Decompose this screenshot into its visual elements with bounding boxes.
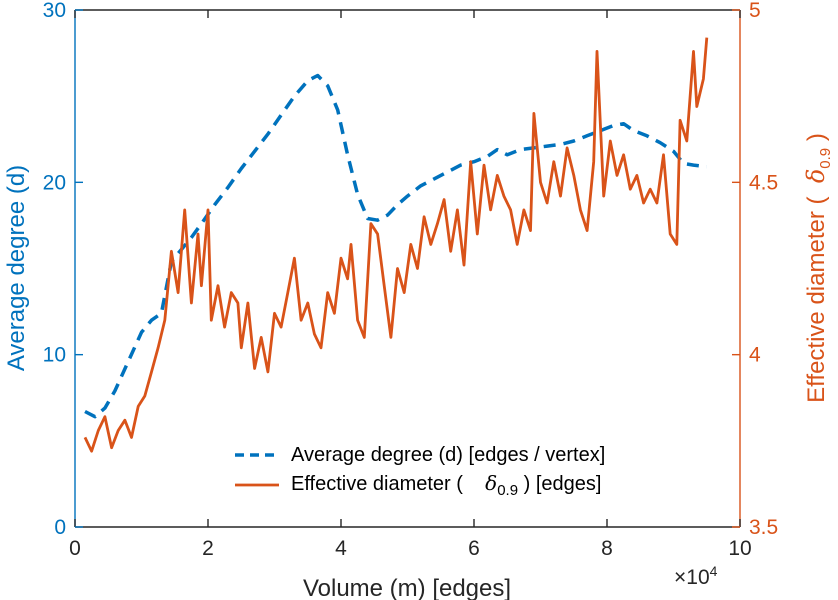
series-line-1 [83,37,709,453]
y-left-tick-label: 20 [43,171,66,194]
y-right-tick-label: 4 [749,344,761,367]
x-tick-label: 4 [335,537,347,560]
legend-item-average-degree: Average degree (d) [edges / vertex] [233,440,605,470]
x-tick-label: 0 [69,537,81,560]
x-axis-multiplier: ×104 [674,563,717,590]
y-axis-left-label: Average degree (d) [3,164,30,372]
legend-label-post: ) [edges] [518,473,602,495]
delta-subscript: 0.9 [816,147,834,169]
x-tick-label: 2 [202,537,214,560]
legend: Average degree (d) [edges / vertex] Effe… [233,440,605,500]
y-left-tick-label: 0 [54,516,66,539]
legend-label-effective-diameter: Effective diameter ( δ0.9 ) [edges] [291,471,601,499]
legend-item-effective-diameter: Effective diameter ( δ0.9 ) [edges] [233,470,605,500]
x-tick-label: 10 [728,537,751,560]
legend-label-pre: Effective diameter ( [291,473,486,495]
multiplier-base: ×10 [674,566,710,589]
x-axis-label: Volume (m) [edges] [302,575,512,600]
y-left-tick-label: 10 [43,344,66,367]
multiplier-exponent: 4 [709,563,718,579]
delta-subscript: 0.9 [497,482,519,499]
x-tick-label: 6 [468,537,480,560]
legend-dashed-line-sample [235,453,279,457]
y-axis-right-label: Effective diameter ( δ0.9 ) [802,133,834,403]
y-axis-right-label-text: Effective diameter ( [803,183,831,403]
delta-symbol: δ [485,471,498,495]
y-left-tick-label: 30 [43,0,66,22]
delta-symbol: δ [802,168,831,184]
y-right-tick-label: 4.5 [749,171,778,194]
series-line-0 [84,73,708,419]
y-right-tick-label: 3.5 [749,516,778,539]
y-axis-right-label-close: ) [803,133,831,148]
y-right-tick-label: 5 [749,0,761,22]
legend-label-average-degree: Average degree (d) [edges / vertex] [291,443,606,466]
legend-solid-line-sample [235,483,279,487]
x-tick-label: 8 [601,537,613,560]
